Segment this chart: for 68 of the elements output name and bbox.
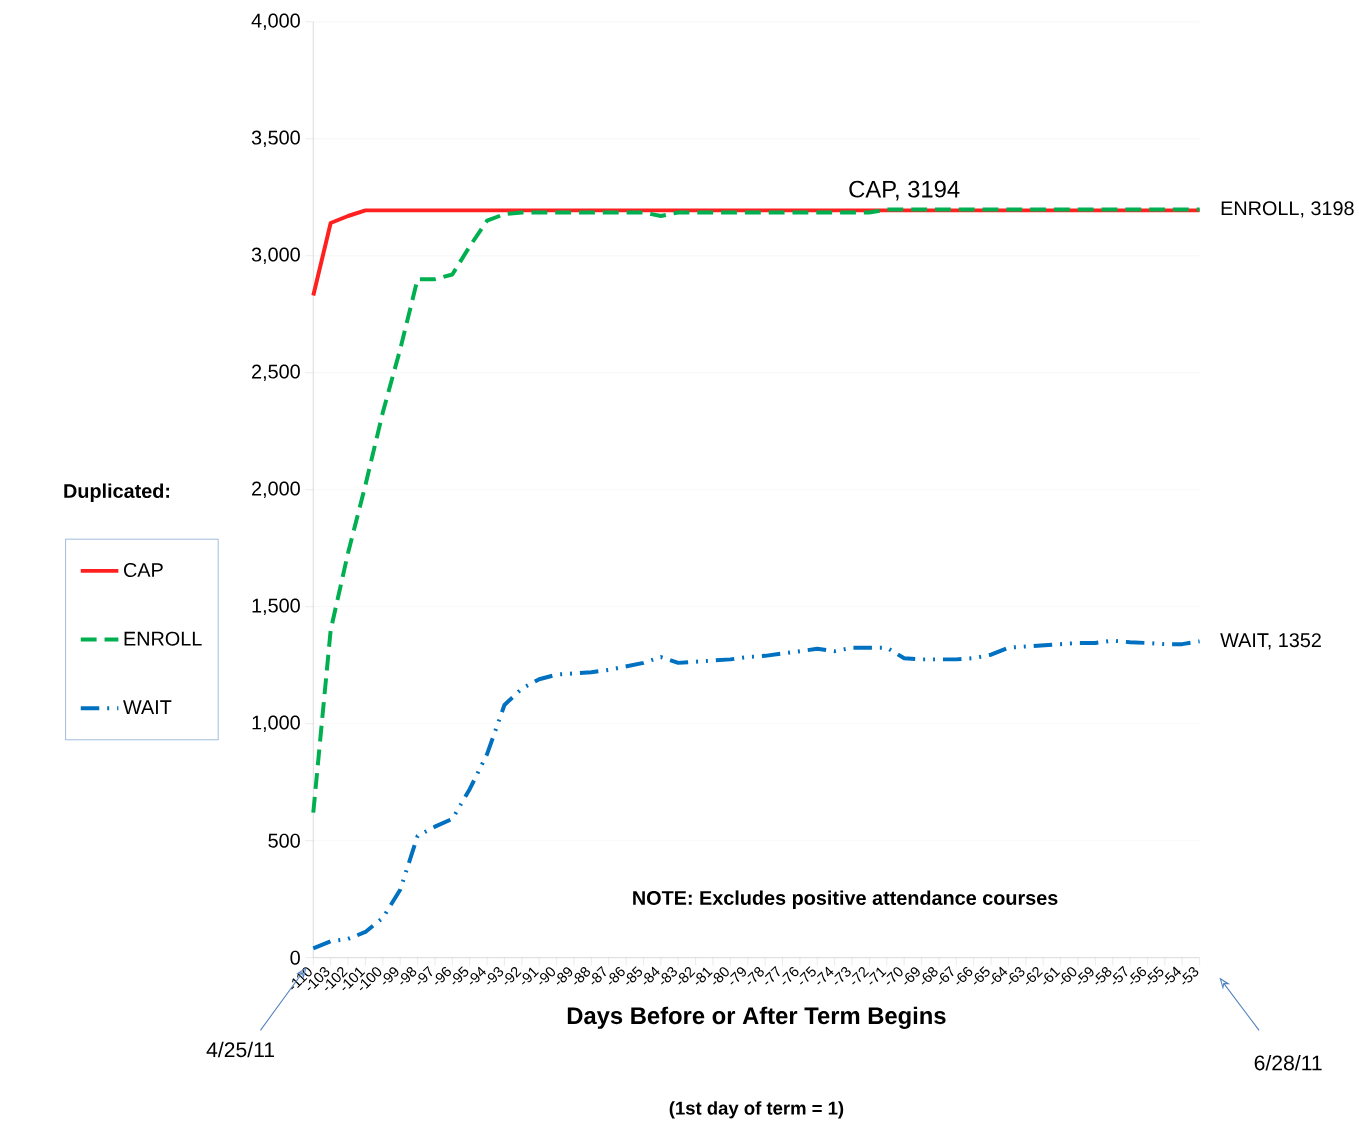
x-tick-label: -93 [487, 966, 504, 985]
x-tick-label: -73 [834, 966, 851, 985]
x-tick-label: -84 [643, 966, 660, 985]
x-tick-label: -54 [1164, 966, 1182, 985]
text: 6/28/11 [1254, 1054, 1322, 1071]
x-tick-label: -63 [1008, 966, 1025, 985]
x-tick-label: -89 [556, 967, 573, 985]
x-tick-label: -77 [764, 965, 780, 985]
x-tick-label: -78 [747, 966, 764, 985]
x-tick-label: -96 [435, 966, 451, 985]
x-tick-label: -83 [660, 966, 677, 985]
x-tick-label: -64 [991, 966, 1008, 985]
x-tick-label: -97 [417, 965, 433, 985]
annotation: ENROLL, 3198 [1221, 201, 1354, 218]
y-tick-label: 3,500 [251, 130, 300, 147]
text: 4/25/11 [206, 1041, 275, 1058]
x-tick-label: -58 [1095, 966, 1112, 985]
x-tick-label: -79 [730, 967, 747, 985]
x-axis-title: Days Before or After Term Begins [567, 1006, 946, 1029]
x-tick-label: -60 [1060, 967, 1077, 985]
x-tick-label: -82 [678, 966, 696, 985]
y-tick-label: 1,000 [252, 715, 300, 732]
legend-label: CAP [124, 562, 163, 577]
x-tick-label: -72 [851, 966, 870, 985]
x-tick-label: -85 [626, 966, 643, 985]
legend-label: WAIT [123, 700, 172, 714]
x-tick-label: -61 [1043, 967, 1061, 985]
x-tick-label: -86 [608, 966, 625, 985]
x-tick-label: -94 [469, 966, 487, 985]
annotation: WAIT, 1352 [1220, 633, 1321, 650]
x-tick-label: -62 [1025, 966, 1043, 985]
x-tick-label: -80 [713, 967, 729, 985]
x-tick-label: -67 [939, 965, 954, 985]
x-tick-label: -69 [904, 967, 920, 985]
x-tick-label: -87 [591, 965, 607, 985]
x-tick-label: -57 [1112, 965, 1128, 985]
annotation: CAP, 3194 [849, 180, 960, 201]
y-tick-label: 0 [290, 950, 300, 965]
text: (1st day of term = 1) [669, 1101, 844, 1119]
x-tick-label: -53 [1182, 966, 1199, 985]
x-tick-label: -75 [799, 966, 816, 985]
y-tick-label: 2,500 [252, 364, 300, 381]
y-tick-label: 500 [268, 833, 300, 848]
y-tick-label: 2,000 [252, 481, 300, 498]
x-tick-label: -65 [973, 966, 990, 985]
x-tick-label: -74 [816, 966, 834, 985]
x-tick-label: -95 [452, 966, 469, 985]
legend-title: Duplicated: [64, 483, 170, 502]
x-tick-label: -66 [956, 966, 973, 985]
y-tick-label: 3,000 [251, 247, 300, 264]
x-tick-label: -90 [539, 967, 556, 985]
y-tick-label: 4,000 [251, 13, 300, 30]
x-tick-label: -56 [1130, 966, 1147, 985]
x-tick-label: -92 [504, 966, 522, 985]
annotation: NOTE: Excludes positive attendance courses [633, 890, 1058, 909]
x-tick-label: -88 [574, 966, 591, 985]
y-tick-label: 1,500 [252, 598, 300, 615]
x-tick-label: -81 [695, 967, 713, 985]
x-tick-label: -98 [400, 966, 417, 985]
x-tick-label: -99 [382, 967, 399, 985]
x-tick-label: -59 [1077, 967, 1094, 985]
legend-label: ENROLL [124, 631, 202, 646]
x-tick-label: -91 [521, 967, 539, 985]
x-tick-label: -70 [886, 967, 903, 985]
x-tick-label: -71 [869, 967, 887, 985]
x-tick-label: -55 [1147, 966, 1164, 985]
x-tick-label: -76 [782, 966, 799, 985]
x-tick-label: -68 [921, 966, 938, 985]
